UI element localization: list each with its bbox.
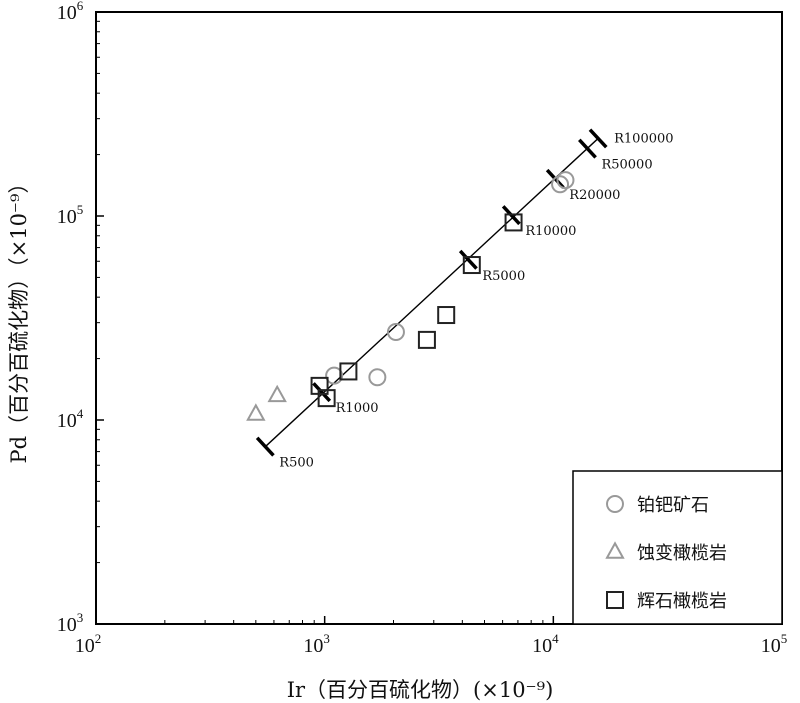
ratio-label: R50000 bbox=[601, 158, 652, 173]
ratio-tick bbox=[458, 249, 478, 270]
y-tick-label: 106 bbox=[57, 0, 84, 24]
ratio-line bbox=[264, 137, 599, 448]
legend-square-icon bbox=[606, 591, 624, 609]
ratio-label: R100000 bbox=[614, 131, 673, 146]
ratio-tick bbox=[312, 382, 332, 403]
circle-point bbox=[551, 175, 570, 194]
mixing-ratio-line: R500 R1000 R5000 R10000 R20000 R50000 R100000 bbox=[255, 128, 674, 471]
ratio-label: R500 bbox=[279, 456, 314, 471]
x-tick-label: 102 bbox=[75, 631, 102, 657]
square-point bbox=[339, 362, 358, 381]
y-axis-title: Pd（百分百硫化物）（×10⁻⁹） bbox=[7, 173, 31, 464]
square-point bbox=[504, 213, 523, 232]
circle-point bbox=[386, 323, 405, 342]
x-axis-title: Ir（百分百硫化物）(×10⁻⁹) bbox=[287, 678, 554, 702]
square-point bbox=[462, 256, 481, 275]
circle-point bbox=[325, 366, 344, 385]
x-tick-label: 103 bbox=[303, 631, 330, 657]
y-tick-label: 105 bbox=[57, 202, 84, 228]
square-point bbox=[417, 330, 436, 349]
square-point bbox=[437, 306, 456, 325]
ratio-label: R1000 bbox=[336, 401, 379, 416]
ratio-tick bbox=[255, 436, 275, 457]
ratio-label: R10000 bbox=[525, 224, 576, 239]
ratio-label: R5000 bbox=[482, 269, 525, 284]
circle-point bbox=[368, 368, 387, 387]
ratio-label: R20000 bbox=[569, 188, 620, 203]
legend-label: 蚀变橄榄岩 bbox=[637, 543, 727, 564]
square-point bbox=[317, 389, 336, 408]
y-tick-label: 103 bbox=[57, 610, 84, 636]
legend-circle-icon bbox=[606, 495, 624, 513]
triangle-point bbox=[246, 403, 266, 421]
legend-label: 铂钯矿石 bbox=[637, 495, 709, 516]
circle-point bbox=[556, 171, 575, 190]
legend-triangle-icon bbox=[605, 541, 625, 559]
y-tick-label: 104 bbox=[57, 406, 84, 432]
x-tick-label: 104 bbox=[532, 631, 559, 657]
triangle-point bbox=[267, 384, 287, 403]
x-tick-label: 105 bbox=[761, 631, 788, 657]
ratio-tick bbox=[588, 128, 608, 149]
data-points bbox=[246, 171, 575, 421]
ratio-tick bbox=[578, 138, 597, 159]
legend-label: 辉石橄榄岩 bbox=[637, 591, 727, 612]
plot-frame bbox=[95, 11, 783, 625]
